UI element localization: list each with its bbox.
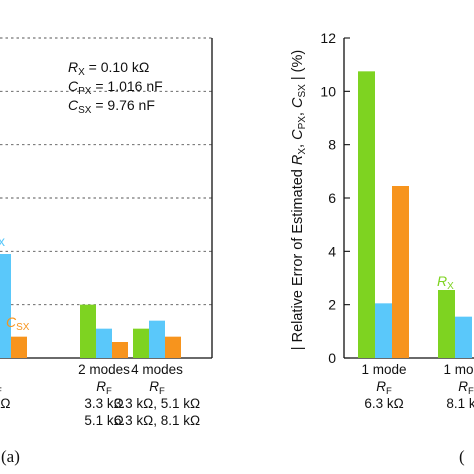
bar [438,290,455,358]
y-tick-label: 10 [320,83,336,99]
annotation-rx-value: = 0.10 kΩ [85,59,150,75]
rf-value-label: 5.1 kΩ [84,413,123,428]
annotation-csx: CSX = 9.76 nF [68,97,155,116]
bar [96,328,112,358]
y-tick-label: 6 [328,190,336,206]
rf-label: RF [149,379,165,397]
bar [392,186,409,358]
series-label-rx-b: RX [437,273,454,292]
rf-value-label: kΩ [0,396,10,411]
bar [375,303,392,358]
panel-b-label: ( [459,447,465,466]
bar [149,320,165,358]
panel-a-label: (a) [1,447,20,466]
rf-label: RF [376,379,392,397]
rf-label: RF [0,379,2,397]
bar [165,336,181,358]
category-label: 1 mode [443,362,474,377]
panel-a-bars [0,254,181,358]
bar [11,336,27,358]
panel-b-y-label: | Relative Error of Estimated RX, CPX, C… [290,50,308,350]
rf-value-label: 3.3 kΩ [84,396,123,411]
panel-b-bars [358,71,472,358]
y-tick-label: 12 [320,30,336,46]
panel-a-grid [0,37,212,306]
rf-value-label: 6.3 kΩ [364,396,403,411]
bar [133,328,149,358]
y-tick-label: 4 [328,243,336,259]
y-tick-label: 2 [328,297,336,313]
rf-label: RF [458,379,474,397]
bar [112,342,128,358]
rf-value-label: 6.3 kΩ, 8.1 kΩ [114,413,200,428]
rf-value-label: 8.1 kΩ [446,396,474,411]
category-label: 2 modes [78,362,130,377]
bar [80,304,96,358]
bar [358,71,375,358]
y-tick-label: 0 [328,350,336,366]
y-tick-label: 8 [328,137,336,153]
annotation-cpx: CPX = 1.016 nF [68,78,163,97]
annotation-rx: RX = 0.10 kΩ [68,59,149,78]
series-label-rx-a: x [0,233,5,249]
category-label: 1 mode [361,362,406,377]
series-label-csx-a: CSX [6,314,30,333]
rf-label: RF [96,379,112,397]
panel-b-y-ticks: 0 2 4 6 8 10 12 [320,30,350,366]
category-label: 4 modes [131,362,183,377]
rf-value-label: 3.3 kΩ, 5.1 kΩ [114,396,200,411]
bar [0,254,11,358]
bar [455,316,472,358]
